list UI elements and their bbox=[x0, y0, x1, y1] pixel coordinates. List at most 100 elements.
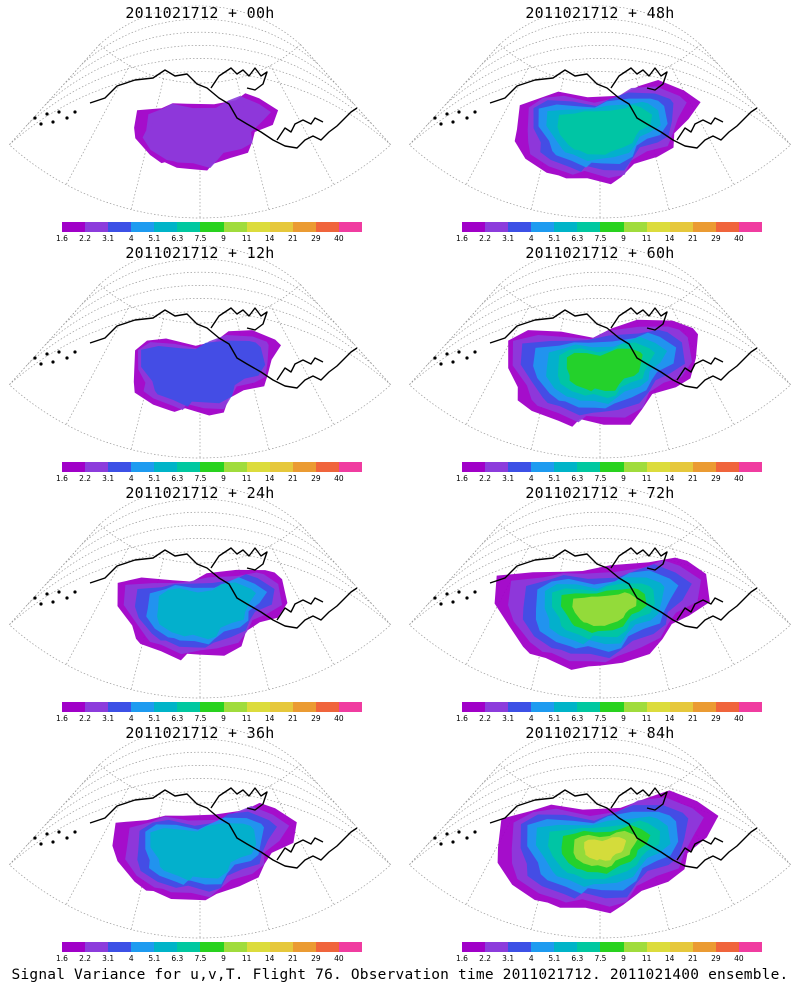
island bbox=[433, 596, 437, 600]
colorbar-label: 3.1 bbox=[502, 234, 515, 243]
coastline bbox=[89, 789, 358, 869]
variance-map bbox=[408, 485, 792, 699]
colorbar-swatch bbox=[246, 462, 270, 472]
colorbar-label: 7.5 bbox=[194, 714, 207, 723]
colorbar-swatch bbox=[223, 702, 247, 712]
colorbar-label: 3.1 bbox=[102, 474, 115, 483]
coastline-bc bbox=[276, 597, 324, 621]
colorbar-swatch bbox=[646, 222, 670, 232]
colorbar-swatch bbox=[292, 942, 316, 952]
latitude-line bbox=[27, 538, 373, 605]
arctic-islands bbox=[610, 787, 668, 811]
colorbar-label: 4 bbox=[128, 234, 134, 243]
latitude-line bbox=[81, 258, 319, 305]
colorbar-label: 1.6 bbox=[456, 714, 468, 723]
colorbar-swatch bbox=[315, 942, 339, 952]
colorbar-label: 5.1 bbox=[148, 474, 161, 483]
colorbar-label: 5.1 bbox=[548, 234, 561, 243]
colorbar-label: 21 bbox=[287, 714, 298, 723]
colorbar-label: 11 bbox=[241, 714, 252, 723]
variance-field bbox=[112, 802, 297, 901]
variance-field bbox=[497, 790, 719, 914]
longitude-line bbox=[670, 785, 735, 905]
island bbox=[57, 110, 61, 114]
colorbar-label: 14 bbox=[264, 234, 275, 243]
colorbar-label: 29 bbox=[311, 474, 321, 483]
colorbar-labels: 1.6 2.2 3.1 4 5.1 6.3 7.5 9 11 14 21 29 40 bbox=[456, 234, 762, 244]
island bbox=[33, 596, 37, 600]
longitude-line bbox=[65, 65, 130, 185]
colorbar-swatch bbox=[485, 462, 509, 472]
coastline-bc bbox=[276, 837, 324, 861]
map-boundary bbox=[8, 524, 392, 699]
colorbar-label: 1.6 bbox=[56, 234, 68, 243]
latitude-line bbox=[409, 791, 791, 866]
latitude-line bbox=[445, 285, 755, 345]
colorbar-label: 11 bbox=[241, 234, 252, 243]
colorbar-swatch bbox=[85, 942, 109, 952]
colorbar-label: 3.1 bbox=[102, 954, 115, 963]
colorbar-swatch bbox=[600, 462, 624, 472]
colorbar-swatch bbox=[131, 702, 155, 712]
arctic-islands bbox=[210, 787, 268, 811]
island bbox=[51, 840, 55, 844]
island bbox=[451, 840, 455, 844]
colorbar-label: 11 bbox=[241, 954, 252, 963]
colorbar-label: 40 bbox=[334, 714, 344, 723]
colorbar-swatch bbox=[131, 462, 155, 472]
colorbar-swatch bbox=[600, 702, 624, 712]
colorbar-swatch bbox=[338, 222, 363, 232]
longitude-line bbox=[270, 545, 335, 665]
colorbar-swatch bbox=[315, 462, 339, 472]
coastlines bbox=[33, 547, 358, 629]
colorbar-label: 21 bbox=[287, 474, 298, 483]
latitude-line bbox=[99, 5, 301, 45]
island bbox=[465, 836, 469, 840]
colorbar-label: 5.1 bbox=[548, 714, 561, 723]
colorbar-swatch bbox=[292, 462, 316, 472]
latitude-line bbox=[427, 58, 773, 125]
colorbar-label: 3.1 bbox=[102, 714, 115, 723]
island bbox=[451, 360, 455, 364]
colorbar-label: 1.6 bbox=[456, 474, 468, 483]
variance-map bbox=[408, 245, 792, 459]
colorbar-label: 14 bbox=[664, 474, 675, 483]
colorbar-swatch bbox=[715, 942, 739, 952]
coastline bbox=[489, 69, 758, 149]
map-boundary bbox=[408, 44, 792, 219]
colorbar-swatch bbox=[200, 222, 224, 232]
colorbar-label: 7.5 bbox=[194, 474, 207, 483]
island bbox=[445, 832, 449, 836]
colorbar-swatch bbox=[485, 222, 509, 232]
map-boundary bbox=[8, 284, 392, 459]
coastline bbox=[489, 789, 758, 869]
latitude-line bbox=[45, 765, 355, 825]
latitude-line bbox=[499, 485, 701, 525]
colorbar-label: 9 bbox=[621, 234, 626, 243]
forecast-panel-48h: 2011021712 + 48h 1.6 2.2 3.1 4 5.1 6.3 7.5 9 11 1… bbox=[400, 0, 800, 243]
colorbar-labels: 1.6 2.2 3.1 4 5.1 6.3 7.5 9 11 14 21 29 40 bbox=[56, 234, 362, 244]
colorbar-swatch bbox=[646, 462, 670, 472]
island bbox=[465, 116, 469, 120]
latitude-line bbox=[481, 258, 719, 305]
colorbar-swatch bbox=[246, 222, 270, 232]
island bbox=[451, 120, 455, 124]
colorbar-label: 29 bbox=[711, 234, 721, 243]
colorbar-swatch bbox=[315, 222, 339, 232]
colorbar-swatch bbox=[692, 222, 716, 232]
latitude-line bbox=[481, 18, 719, 65]
island bbox=[73, 350, 77, 354]
colorbar-label: 21 bbox=[687, 714, 698, 723]
colorbar-swatch bbox=[85, 462, 109, 472]
colorbar-swatch bbox=[669, 702, 693, 712]
colorbar-swatch bbox=[692, 942, 716, 952]
colorbar-swatch bbox=[292, 702, 316, 712]
colorbar-label: 11 bbox=[641, 474, 652, 483]
island bbox=[39, 362, 43, 366]
coastline-bc bbox=[676, 357, 724, 381]
colorbar-label: 6.3 bbox=[171, 474, 184, 483]
colorbar-label: 1.6 bbox=[456, 234, 468, 243]
island bbox=[433, 356, 437, 360]
latitude-line bbox=[481, 738, 719, 785]
forecast-panel-12h: 2011021712 + 12h 1.6 2.2 3.1 4 5.1 6.3 7.5 9 11 1… bbox=[0, 240, 400, 483]
